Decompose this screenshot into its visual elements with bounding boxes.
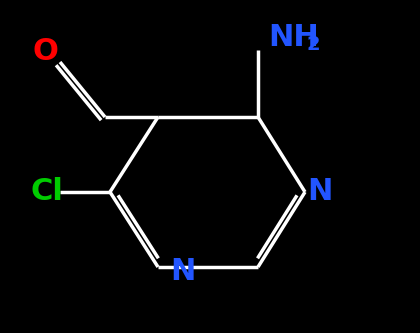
Text: Cl: Cl: [31, 177, 63, 206]
Text: NH: NH: [268, 24, 319, 53]
Text: N: N: [171, 257, 196, 286]
Text: O: O: [32, 38, 58, 67]
Text: 2: 2: [307, 35, 320, 54]
Text: N: N: [307, 177, 332, 206]
